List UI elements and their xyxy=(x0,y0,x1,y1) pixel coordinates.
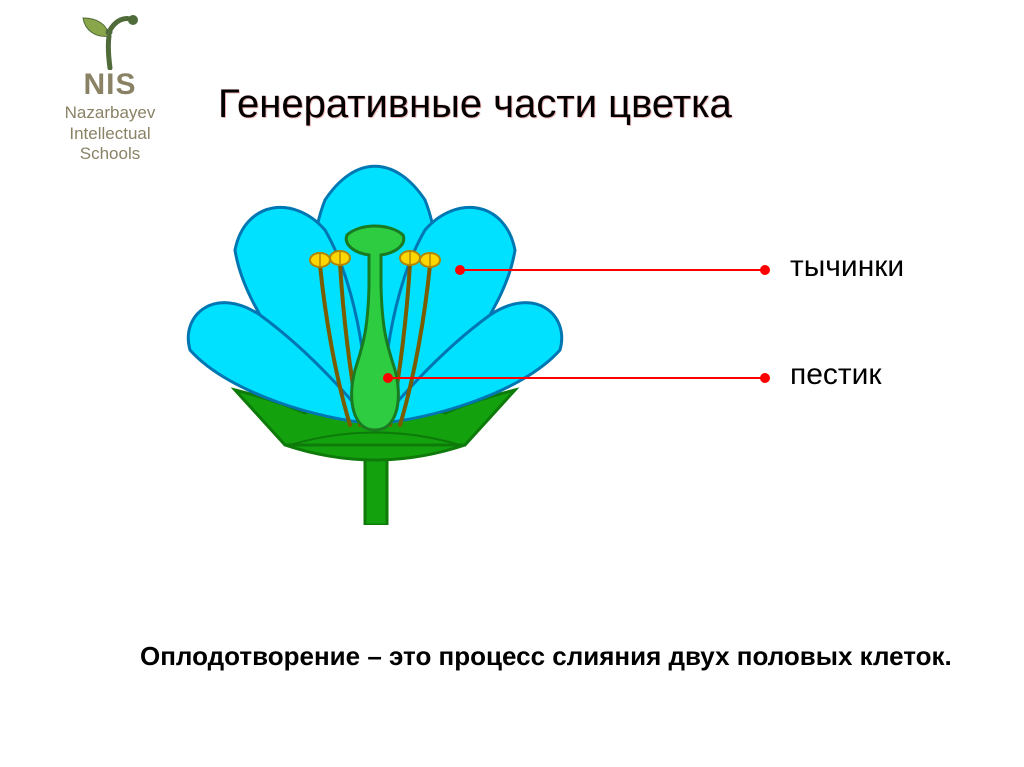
logo-line2: Intellectual xyxy=(20,125,200,144)
callout-line-stamens xyxy=(460,269,765,271)
label-stamens: тычинки xyxy=(790,250,904,284)
flower-diagram xyxy=(175,145,575,525)
callout-enddot-stamens xyxy=(760,265,770,275)
callout-enddot-pistil xyxy=(760,373,770,383)
logo-block: NIS Nazarbayev Intellectual Schools xyxy=(20,10,200,164)
page-title: Генеративные части цветка xyxy=(218,82,732,127)
logo-line1: Nazarbayev xyxy=(20,104,200,123)
sprout-icon xyxy=(75,10,145,70)
logo-acronym: NIS xyxy=(20,68,200,102)
definition-text: Оплодотворение – это процесс слияния дву… xyxy=(140,641,952,672)
callout-line-pistil xyxy=(388,377,765,379)
label-pistil: пестик xyxy=(790,358,882,392)
logo-line3: Schools xyxy=(20,145,200,164)
flower-svg xyxy=(175,145,575,525)
